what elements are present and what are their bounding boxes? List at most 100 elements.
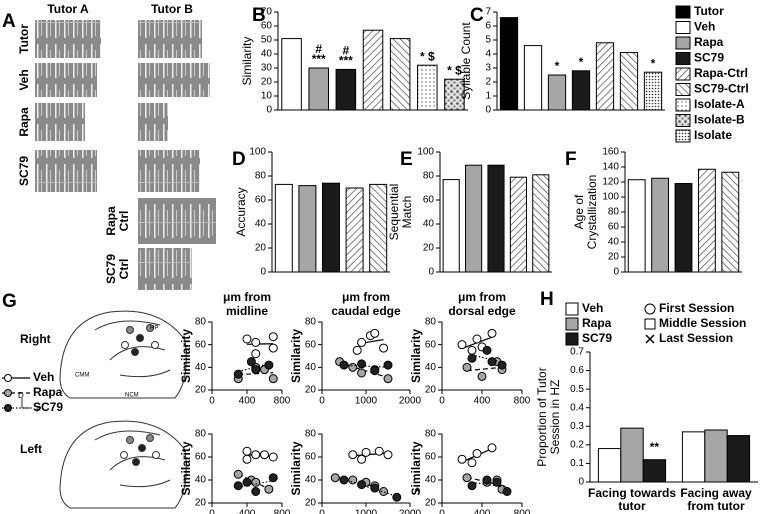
y-tick-label: 40: [425, 475, 437, 486]
diagram-label: NCM: [125, 393, 139, 399]
y-axis-label: Syllable Count: [459, 22, 473, 100]
legend-label: SC79: [694, 51, 724, 65]
legend-marker: [645, 334, 655, 344]
x-tick-label: tutor: [618, 499, 646, 513]
y-tick-label: 40: [305, 475, 317, 486]
panel-label: B: [252, 5, 266, 26]
y-tick-label: 60: [608, 222, 620, 233]
y-axis-label: Similarity: [289, 329, 303, 383]
annotation: *: [415, 485, 420, 499]
point: [264, 360, 274, 370]
bar: [619, 52, 639, 111]
y-axis-label: Similarity: [409, 329, 423, 383]
column-title: dorsal edge: [448, 304, 516, 318]
point: [472, 449, 482, 459]
point: [383, 450, 393, 460]
y-tick-label: 20: [425, 498, 437, 509]
bar: [547, 74, 567, 111]
brain-diagrams: [21, 310, 187, 509]
y-tick-label: 0.6: [570, 365, 584, 376]
y-axis-label: Sequential: [387, 184, 401, 241]
y-tick-label: 80: [608, 207, 620, 218]
point: [374, 446, 384, 456]
y-tick-label: 80: [195, 317, 207, 328]
x-tick-label: 1000: [355, 509, 378, 514]
bar: [335, 68, 357, 111]
x-tick-label: 1000: [355, 396, 378, 407]
y-tick-label: 0: [428, 267, 434, 278]
point: [242, 334, 252, 344]
y-axis-label: Age of: [572, 194, 586, 229]
row-label: Rapa: [104, 206, 118, 236]
y-tick-label: 20: [261, 77, 273, 88]
point: [361, 447, 371, 457]
bar: [642, 459, 667, 483]
bar: [726, 435, 751, 483]
point: [370, 483, 380, 493]
column-title: caudal edge: [331, 304, 401, 318]
legend-label: Veh: [582, 301, 603, 315]
point: [246, 357, 256, 367]
row-label: Ctrl: [117, 259, 131, 280]
y-tick-label: 60: [305, 452, 317, 463]
trend-line: [466, 366, 503, 372]
point: [462, 473, 472, 483]
y-tick-label: 80: [305, 429, 317, 440]
annotation: *: [555, 59, 560, 73]
y-tick-label: 0.2: [570, 439, 584, 450]
y-tick-label: 60: [425, 339, 437, 350]
x-tick-label: 0: [209, 396, 215, 407]
point: [268, 332, 278, 342]
axis-label: P: [36, 405, 41, 414]
point: [482, 475, 492, 485]
point: [482, 345, 492, 355]
y-tick-label: 4: [485, 49, 491, 60]
x-tick-label: Facing away: [680, 486, 752, 500]
y-tick-label: 40: [261, 49, 273, 60]
y-tick-label: 0: [485, 105, 491, 116]
trend-line: [238, 480, 274, 488]
point: [251, 337, 261, 347]
y-axis-label: Similarity: [179, 441, 193, 495]
legend-swatch: [675, 36, 691, 50]
point: [383, 374, 393, 384]
x-tick-label: 2000: [399, 396, 422, 407]
y-tick-label: 60: [425, 452, 437, 463]
y-tick-label: 70: [261, 7, 273, 18]
bar: [499, 17, 519, 111]
y-tick-label: 0.4: [570, 402, 584, 413]
y-tick-label: 40: [423, 219, 435, 230]
x-tick-label: 400: [239, 509, 256, 514]
y-tick-label: 3: [485, 63, 491, 74]
y-tick-label: 100: [602, 192, 619, 203]
column-title: μm from: [458, 290, 506, 304]
diagram-label: CMM: [75, 373, 89, 379]
legend-label: Last Session: [659, 331, 733, 345]
legend-label: Isolate-A: [694, 97, 745, 111]
column-label: Tutor B: [151, 2, 193, 16]
x-tick-label: 0: [319, 509, 325, 514]
y-tick-label: 20: [255, 243, 267, 254]
bar: [571, 70, 591, 111]
y-tick-label: 40: [195, 362, 207, 373]
legend-swatch: [675, 5, 691, 19]
y-axis-label: Proportion of Tutor: [535, 367, 549, 466]
point: [242, 454, 252, 464]
legend-label: Isolate-B: [694, 113, 745, 127]
y-axis-label: Similarity: [240, 37, 254, 86]
point: [467, 353, 477, 363]
panel-label: E: [400, 149, 413, 170]
x-tick-label: 0: [319, 396, 325, 407]
point: [330, 473, 340, 483]
legend-marker: [644, 318, 656, 330]
y-tick-label: 60: [305, 339, 317, 350]
point: [357, 337, 367, 347]
legend-label: Isolate: [694, 128, 732, 142]
annotation: *: [579, 55, 584, 69]
y-tick-label: 80: [195, 429, 207, 440]
y-tick-label: 100: [249, 147, 266, 158]
annotation: * $: [420, 49, 435, 63]
legend-marker: [4, 404, 12, 412]
row-label: Tutor: [17, 24, 31, 54]
bar: [651, 177, 670, 273]
